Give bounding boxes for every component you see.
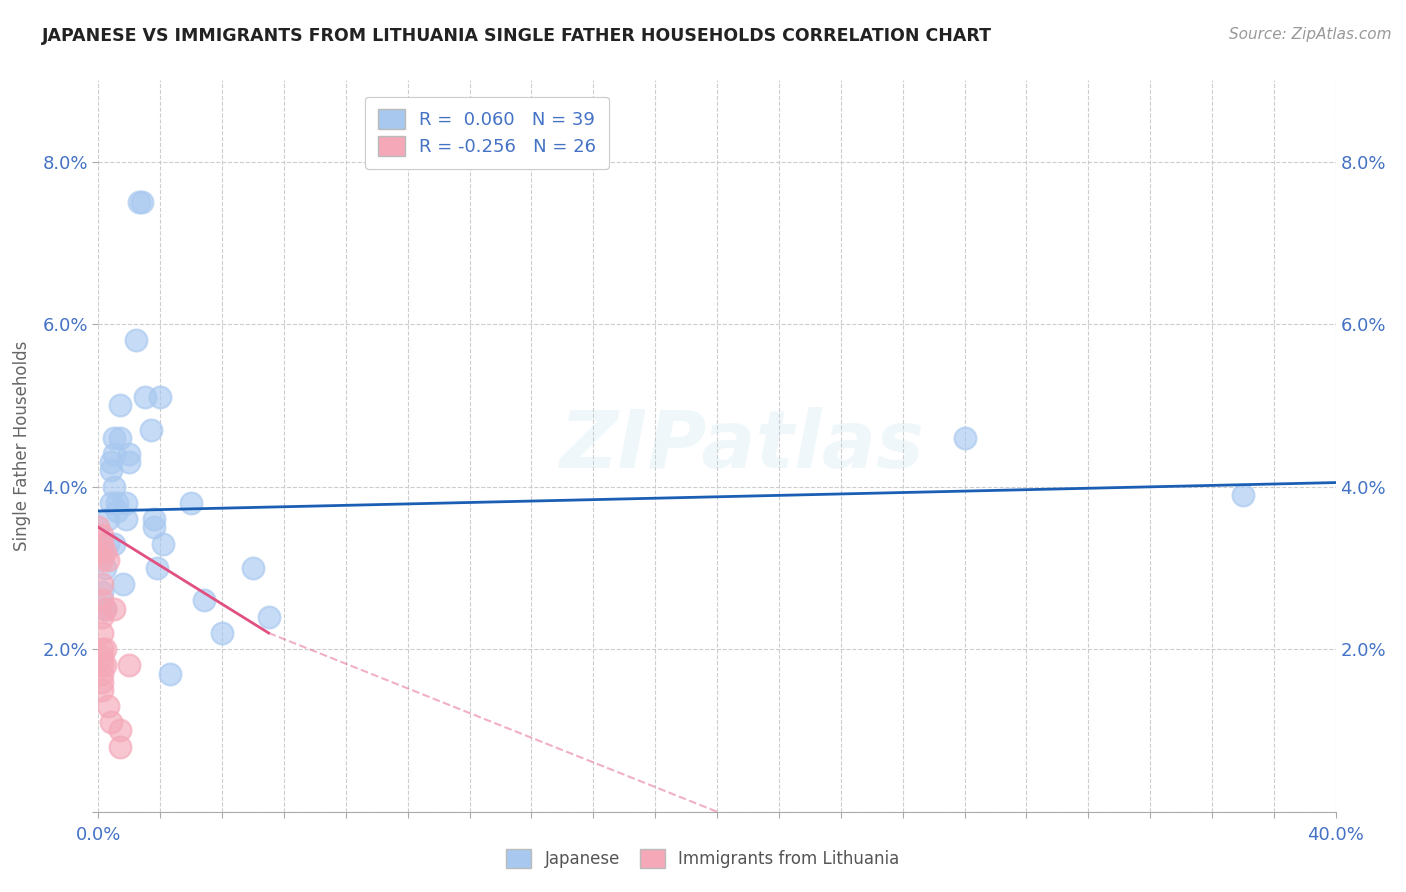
Point bbox=[90, 553, 112, 567]
Point bbox=[90, 577, 112, 591]
Point bbox=[90, 626, 112, 640]
Point bbox=[128, 195, 150, 210]
Point bbox=[193, 593, 215, 607]
Point bbox=[100, 463, 122, 477]
Point bbox=[100, 496, 122, 510]
Point bbox=[118, 455, 141, 469]
Point bbox=[115, 496, 138, 510]
Point bbox=[90, 682, 112, 697]
Point bbox=[134, 390, 156, 404]
Point bbox=[90, 674, 112, 689]
Point bbox=[87, 520, 110, 534]
Point bbox=[103, 536, 125, 550]
Legend: R =  0.060   N = 39, R = -0.256   N = 26: R = 0.060 N = 39, R = -0.256 N = 26 bbox=[366, 96, 609, 169]
Point bbox=[90, 585, 112, 599]
Point bbox=[93, 561, 115, 575]
Point bbox=[87, 544, 110, 558]
Point bbox=[103, 447, 125, 461]
Point bbox=[93, 601, 115, 615]
Point bbox=[152, 536, 174, 550]
Point bbox=[100, 455, 122, 469]
Point bbox=[180, 496, 202, 510]
Point bbox=[131, 195, 153, 210]
Point bbox=[211, 626, 233, 640]
Point bbox=[146, 561, 169, 575]
Point bbox=[242, 561, 264, 575]
Point bbox=[100, 715, 122, 730]
Point bbox=[97, 512, 120, 526]
Point bbox=[90, 666, 112, 681]
Point bbox=[97, 553, 120, 567]
Point bbox=[97, 699, 120, 714]
Legend: Japanese, Immigrants from Lithuania: Japanese, Immigrants from Lithuania bbox=[499, 843, 907, 875]
Point bbox=[1232, 488, 1254, 502]
Point bbox=[108, 723, 131, 738]
Point bbox=[93, 544, 115, 558]
Point bbox=[93, 658, 115, 673]
Point bbox=[90, 642, 112, 657]
Point bbox=[953, 431, 976, 445]
Point bbox=[93, 642, 115, 657]
Point bbox=[108, 398, 131, 412]
Point bbox=[108, 431, 131, 445]
Point bbox=[257, 609, 280, 624]
Point bbox=[90, 536, 112, 550]
Point bbox=[105, 496, 128, 510]
Point bbox=[103, 480, 125, 494]
Text: JAPANESE VS IMMIGRANTS FROM LITHUANIA SINGLE FATHER HOUSEHOLDS CORRELATION CHART: JAPANESE VS IMMIGRANTS FROM LITHUANIA SI… bbox=[42, 27, 993, 45]
Point bbox=[103, 601, 125, 615]
Point bbox=[90, 528, 112, 542]
Point bbox=[143, 512, 166, 526]
Point bbox=[139, 423, 162, 437]
Point bbox=[112, 577, 135, 591]
Point bbox=[90, 650, 112, 665]
Y-axis label: Single Father Households: Single Father Households bbox=[13, 341, 31, 551]
Point bbox=[93, 601, 115, 615]
Point bbox=[115, 512, 138, 526]
Point bbox=[90, 593, 112, 607]
Point bbox=[103, 431, 125, 445]
Point bbox=[159, 666, 181, 681]
Point bbox=[124, 334, 146, 348]
Point bbox=[118, 447, 141, 461]
Point bbox=[90, 609, 112, 624]
Text: Source: ZipAtlas.com: Source: ZipAtlas.com bbox=[1229, 27, 1392, 42]
Point bbox=[97, 536, 120, 550]
Point bbox=[149, 390, 172, 404]
Point bbox=[108, 739, 131, 754]
Point bbox=[105, 504, 128, 518]
Point bbox=[118, 658, 141, 673]
Point bbox=[143, 520, 166, 534]
Text: ZIPatlas: ZIPatlas bbox=[560, 407, 924, 485]
Point bbox=[90, 658, 112, 673]
